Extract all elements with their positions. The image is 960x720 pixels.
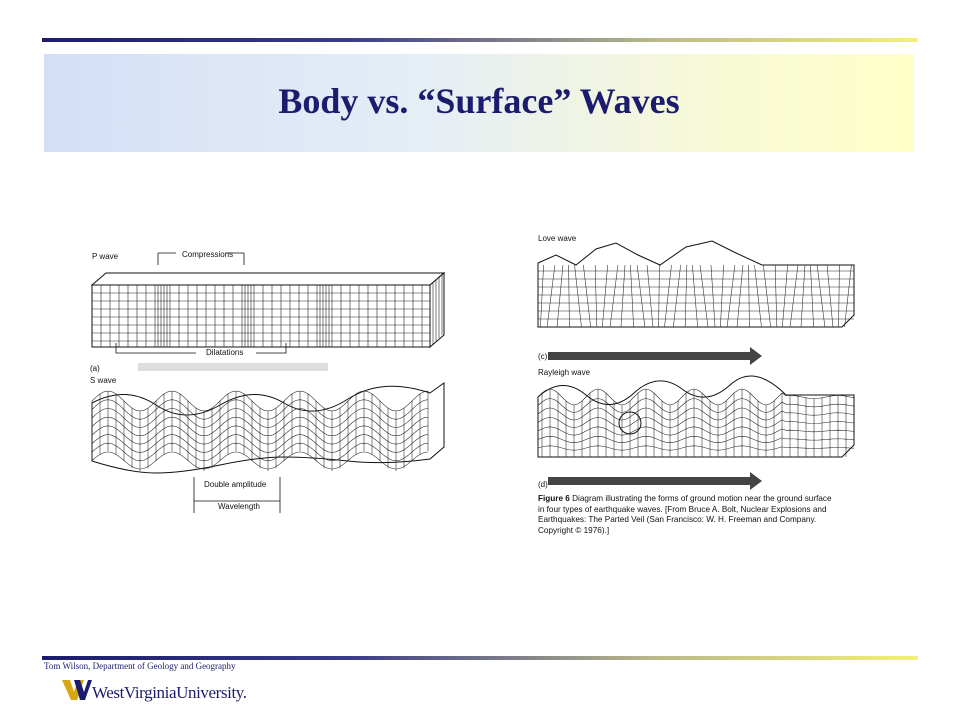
- figure-caption: Figure 6 Diagram illustrating the forms …: [538, 494, 838, 536]
- s-wave-block: [91, 382, 445, 474]
- love-wave-block: [537, 240, 855, 328]
- dilatations-label: Dilatations: [206, 348, 243, 357]
- rayleigh-wave-label: Rayleigh wave: [538, 368, 591, 377]
- motion-arrow-c: [548, 347, 762, 365]
- slide-title: Body vs. “Surface” Waves: [278, 81, 680, 121]
- p-wave-block: [90, 271, 446, 349]
- title-banner: Body vs. “Surface” Waves: [44, 54, 914, 152]
- wvu-logo: WestVirginiaUniversity.: [62, 678, 247, 706]
- compressions-bracket: [157, 252, 245, 265]
- motion-arrow-d: [548, 472, 762, 490]
- figure-number: Figure 6: [538, 494, 570, 503]
- panel-d-label: (d): [538, 480, 548, 489]
- bottom-divider: [42, 656, 918, 660]
- double-amplitude-label: Double amplitude: [204, 480, 267, 489]
- wavelength-label: Wavelength: [218, 502, 260, 511]
- wavelength-bracket: [193, 477, 281, 513]
- panel-a-label: (a): [90, 364, 100, 373]
- top-divider: [42, 38, 918, 42]
- s-wave-label: S wave: [90, 376, 117, 385]
- wvu-wordmark: WestVirginiaUniversity.: [92, 683, 247, 702]
- rayleigh-wave-block: [537, 375, 855, 458]
- compressions-label: Compressions: [182, 250, 233, 259]
- panel-c-label: (c): [538, 352, 548, 361]
- wv-flying-logo-icon: [62, 680, 92, 700]
- footer-credit: Tom Wilson, Department of Geology and Ge…: [44, 661, 236, 671]
- love-wave-label: Love wave: [538, 234, 577, 243]
- seismic-wave-figure: P wave Compressions Dilatations (a) S wa…: [86, 225, 876, 545]
- particle-orbit-icon: [618, 411, 642, 435]
- figure-caption-text: Diagram illustrating the forms of ground…: [538, 494, 832, 535]
- motion-arrow-a: [138, 363, 328, 371]
- dilatations-bracket: [115, 343, 287, 354]
- wave-diagram: P wave Compressions Dilatations (a) S wa…: [90, 234, 855, 513]
- p-wave-label: P wave: [92, 252, 119, 261]
